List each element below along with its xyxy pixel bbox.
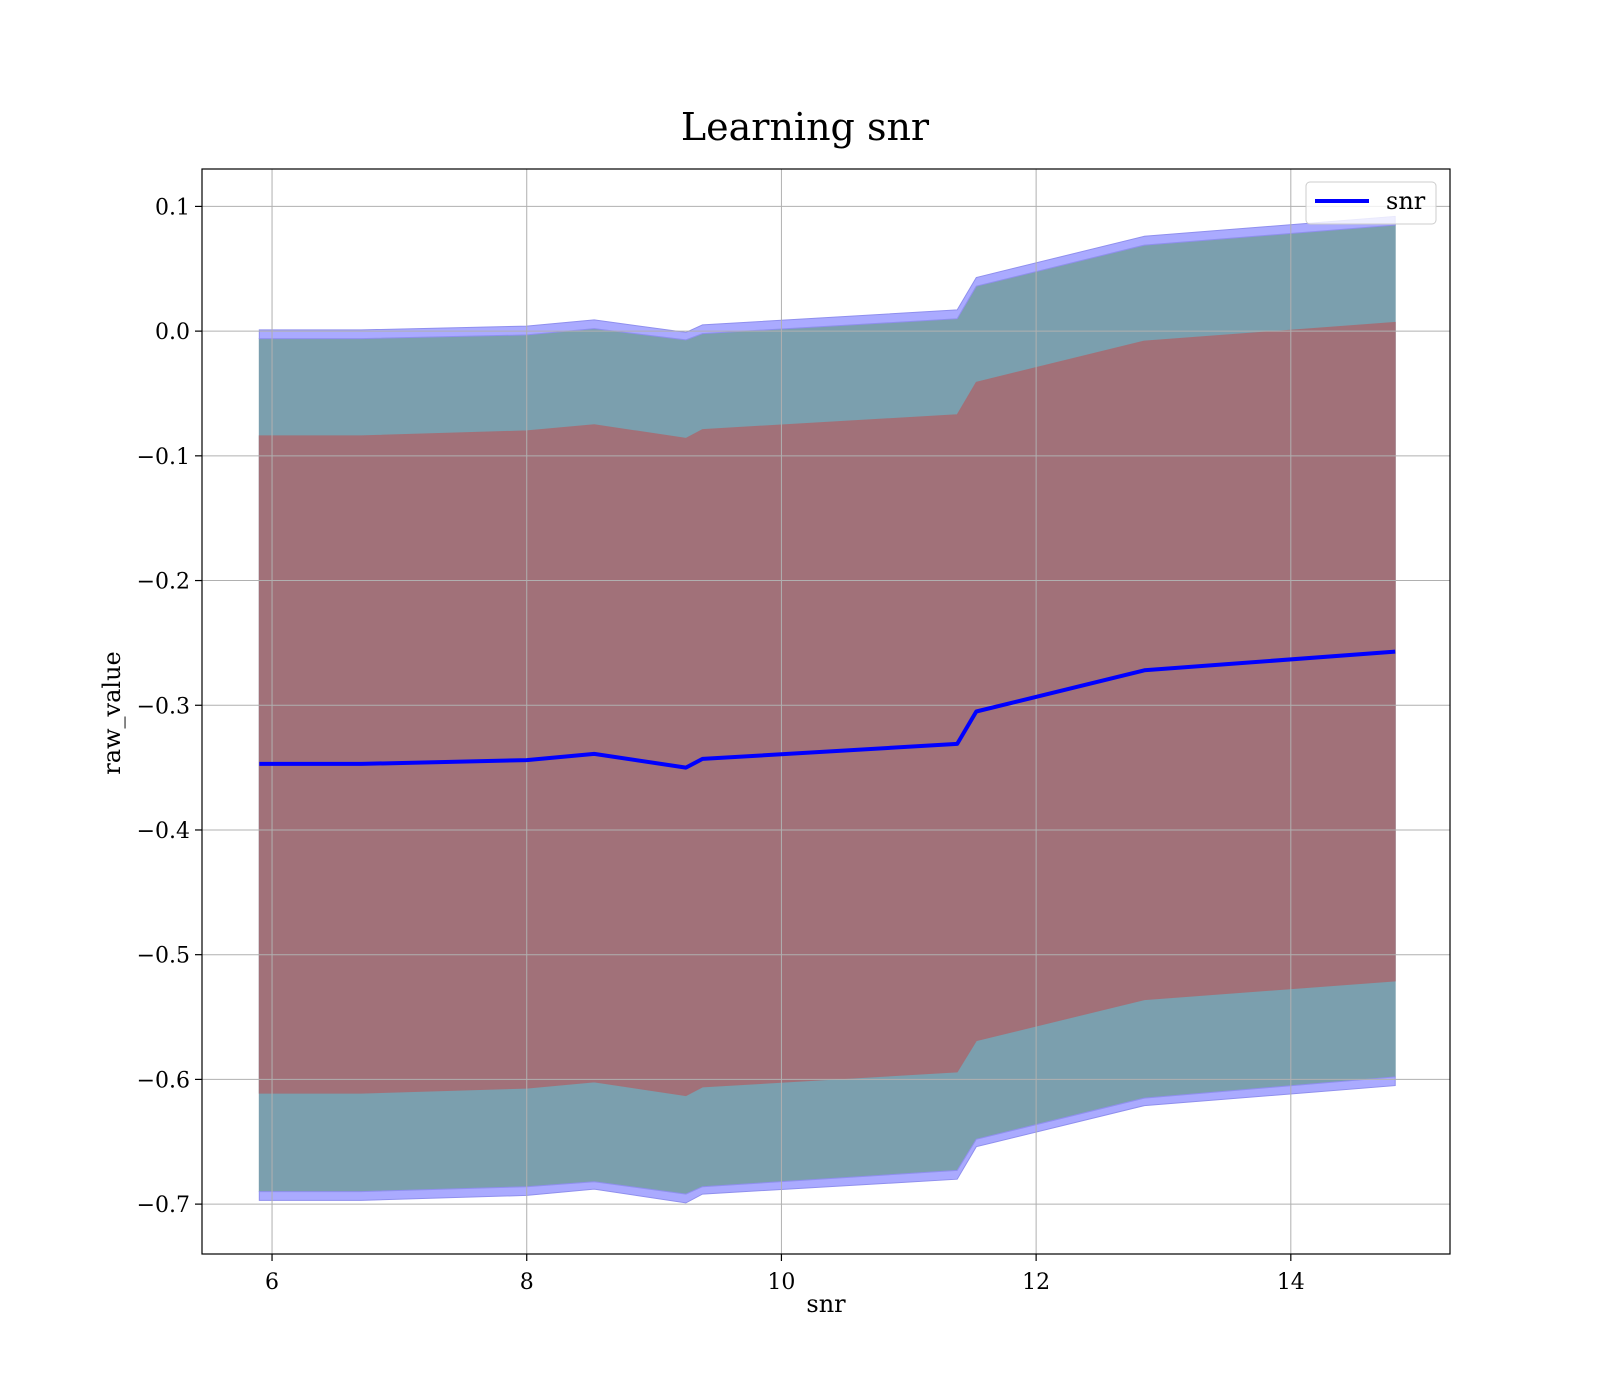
series-line-0 bbox=[259, 649, 1396, 770]
y-tick-label: −0.6 bbox=[137, 1068, 190, 1093]
edge-band-1 bbox=[258, 1076, 1396, 1204]
y-tick-label: 0.1 bbox=[155, 195, 190, 220]
y-tick-label: −0.4 bbox=[137, 819, 190, 844]
y-tick-label: −0.1 bbox=[137, 445, 190, 470]
x-tick-label: 10 bbox=[767, 1270, 795, 1295]
y-tick-label: −0.7 bbox=[137, 1193, 190, 1218]
y-tick-label: −0.5 bbox=[137, 944, 190, 969]
series-lines bbox=[259, 649, 1396, 770]
y-tick-label: −0.2 bbox=[137, 570, 190, 595]
chart-title: Learning snr bbox=[681, 105, 930, 149]
x-tick-label: 8 bbox=[520, 1270, 534, 1295]
legend: snr bbox=[1305, 181, 1437, 225]
legend-box bbox=[1305, 181, 1437, 225]
x-tick-label: 6 bbox=[265, 1270, 279, 1295]
grid bbox=[202, 169, 1450, 1254]
x-axis-ticks: 6 8 10 12 14 bbox=[265, 1254, 1305, 1295]
legend-label: snr bbox=[1386, 187, 1426, 215]
x-axis-label: snr bbox=[806, 1290, 846, 1318]
plot-frame bbox=[201, 168, 1451, 1255]
y-axis-label: raw_value bbox=[98, 651, 126, 775]
x-tick-label: 12 bbox=[1022, 1270, 1050, 1295]
confidence-bands bbox=[258, 215, 1396, 1204]
x-tick-label: 14 bbox=[1277, 1270, 1305, 1295]
y-axis-ticks: 0.1 0.0 −0.1 −0.2 −0.3 −0.4 −0.5 −0.6 −0.7 bbox=[137, 195, 202, 1218]
y-tick-label: 0.0 bbox=[155, 320, 190, 345]
y-tick-label: −0.3 bbox=[137, 694, 190, 719]
band-1 bbox=[258, 321, 1396, 1097]
edge-band-0 bbox=[258, 215, 1396, 341]
